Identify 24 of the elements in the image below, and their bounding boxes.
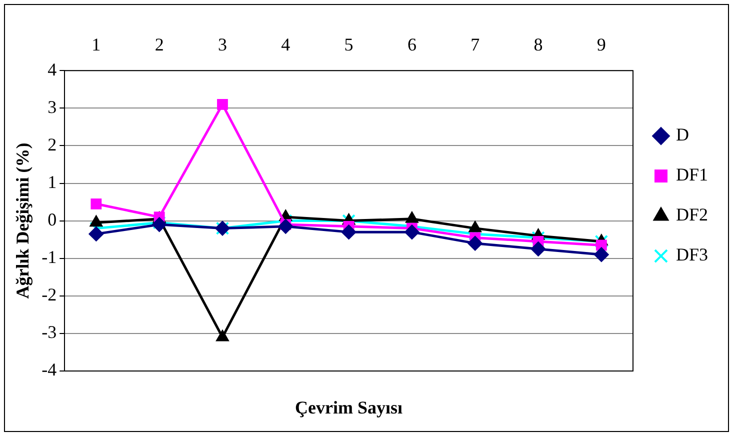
x-tick-label: 3: [218, 34, 227, 55]
y-tick-label: -3: [42, 322, 57, 342]
legend-label: DF2: [676, 204, 708, 225]
x-tick-label: 4: [281, 34, 290, 55]
x-tick-label: 7: [470, 34, 480, 55]
x-tick-label: 8: [534, 34, 543, 55]
x-axis-title: Çevrim Sayısı: [295, 398, 403, 418]
x-tick-label: 1: [92, 34, 101, 55]
y-tick-label: 1: [48, 172, 57, 192]
y-tick-label: -4: [42, 360, 57, 380]
x-tick-label: 2: [154, 34, 164, 55]
y-tick-label: 4: [48, 59, 57, 80]
y-tick-label: -1: [42, 247, 57, 268]
legend-label: DF1: [676, 164, 708, 185]
y-axis-title: Ağrlık Değişimi (%): [12, 142, 32, 299]
y-tick-label: 3: [48, 96, 57, 117]
y-tick-label: 2: [48, 134, 57, 154]
x-tick-label: 9: [596, 34, 606, 55]
legend-label: D: [676, 124, 689, 145]
y-tick-label: -2: [42, 284, 57, 305]
legend-label: DF3: [676, 244, 708, 265]
y-tick-label: 0: [48, 210, 57, 230]
x-tick-label: 6: [407, 34, 416, 55]
x-tick-label: 5: [344, 34, 354, 55]
